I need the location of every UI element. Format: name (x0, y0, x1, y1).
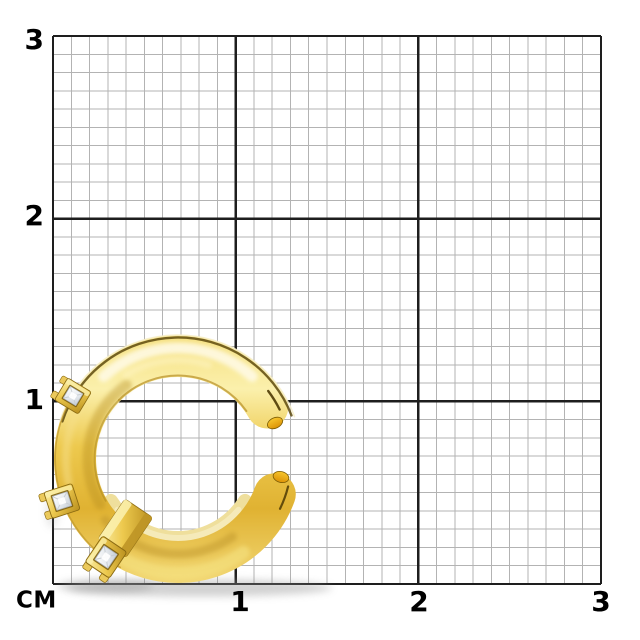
stone-setting (38, 483, 81, 520)
y-axis-tick-label-3: 3 (24, 23, 44, 56)
ring-tip-lower (272, 470, 290, 484)
y-axis-tick-label-2: 2 (24, 199, 44, 232)
x-axis-tick-label-3: 3 (591, 585, 611, 618)
ring-shadow (45, 496, 332, 597)
unit-label-cm: CM (16, 587, 57, 614)
x-axis-tick-label-2: 2 (409, 585, 429, 618)
gold-open-ring (38, 334, 296, 583)
stone-setting (82, 499, 153, 583)
x-axis-tick-label-1: 1 (230, 585, 250, 618)
cm-grid (51, 34, 603, 586)
ring-tip-upper (267, 416, 283, 430)
stone-setting (50, 375, 92, 414)
y-axis-tick-label-1: 1 (24, 383, 44, 416)
